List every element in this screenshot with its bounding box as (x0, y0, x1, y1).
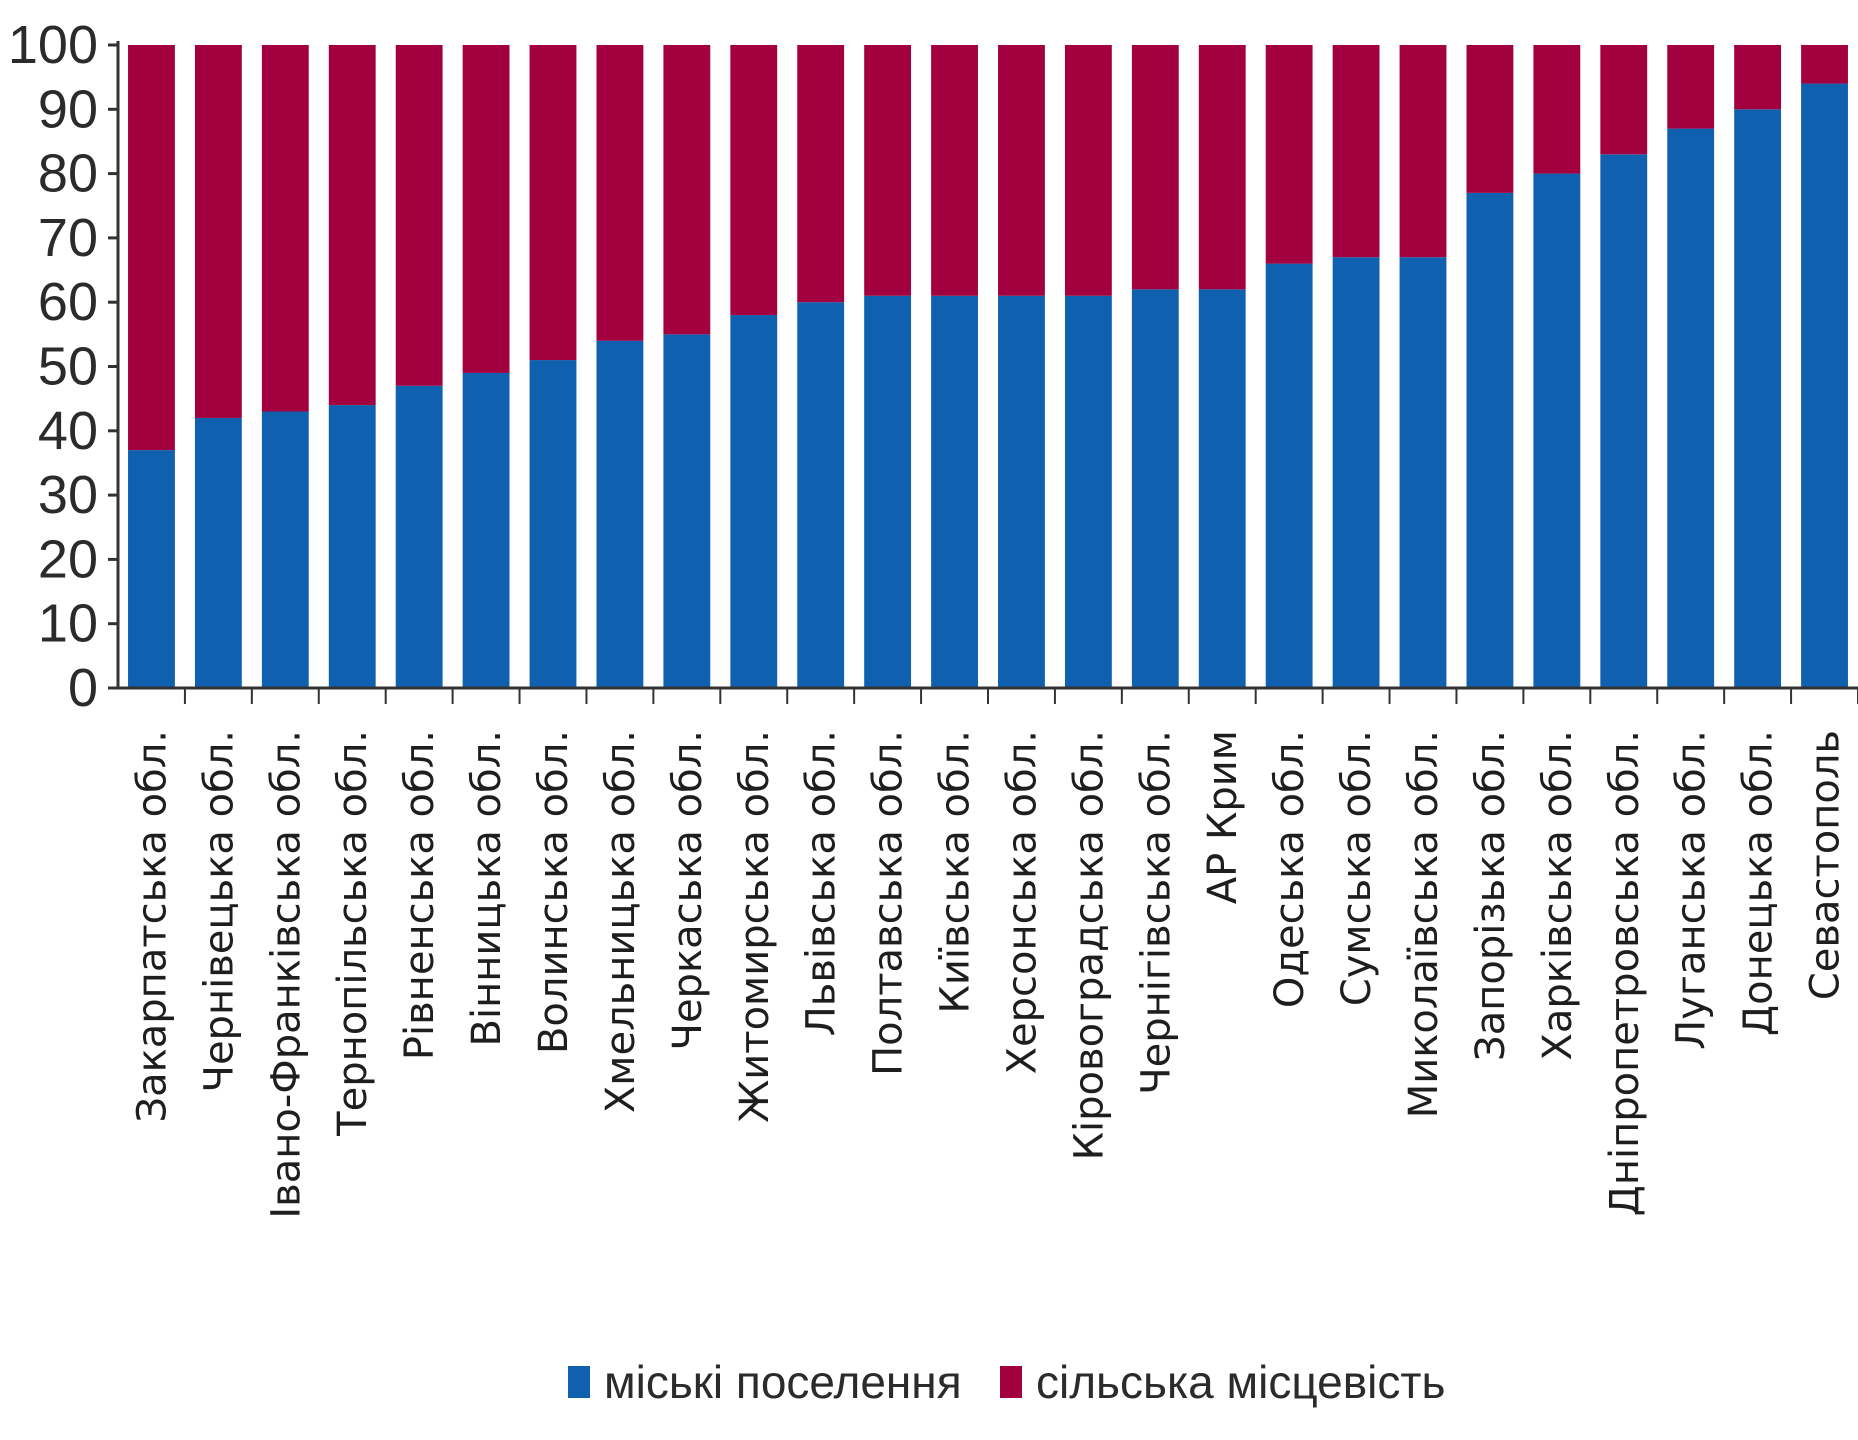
y-tick-label: 20 (38, 529, 98, 589)
x-tick-label: Львівська обл. (799, 730, 845, 1036)
bar-urban-21 (1533, 173, 1581, 689)
x-tick-label: Хмельницька обл. (598, 730, 644, 1113)
bar-rural-18 (1332, 45, 1380, 258)
bar-rural-22 (1600, 45, 1648, 155)
y-tick-label: 50 (38, 337, 98, 397)
bar-urban-9 (730, 315, 778, 688)
bars-layer (128, 45, 1848, 689)
bar-rural-21 (1533, 45, 1581, 174)
y-tick-label: 0 (68, 658, 98, 718)
legend: міські поселення сільська місцевість (568, 1356, 1445, 1408)
bar-urban-16 (1198, 289, 1246, 688)
y-tick-label: 60 (38, 272, 98, 332)
x-tick-label: Волинська обл. (531, 730, 577, 1054)
bar-urban-19 (1399, 257, 1447, 688)
bar-rural-9 (730, 45, 778, 316)
bar-urban-1 (194, 417, 242, 688)
x-tick-label: Луганська обл. (1669, 730, 1715, 1050)
bar-rural-2 (261, 45, 309, 412)
y-tick-label: 90 (38, 79, 98, 139)
legend-rural-label: сільська місцевість (1036, 1356, 1445, 1408)
bar-rural-7 (596, 45, 644, 341)
x-tick-label: Сумська обл. (1334, 730, 1380, 1006)
legend-urban-label: міські поселення (604, 1356, 962, 1408)
bar-rural-10 (797, 45, 845, 303)
x-tick-label: Київська обл. (933, 730, 979, 1013)
x-tick-label: Дніпропетровська обл. (1602, 730, 1648, 1216)
bar-rural-11 (864, 45, 912, 296)
legend-urban-swatch (568, 1366, 590, 1398)
x-tick-label: Херсонська обл. (999, 730, 1045, 1074)
x-tick-label: Одеська обл. (1267, 730, 1313, 1008)
x-tick-label: Вінницька обл. (464, 730, 510, 1046)
bar-urban-12 (931, 295, 978, 688)
y-tick-label: 40 (38, 401, 98, 461)
bar-rural-23 (1667, 45, 1715, 129)
bar-urban-7 (596, 340, 644, 688)
bar-urban-8 (663, 334, 711, 688)
bar-urban-15 (1131, 289, 1179, 688)
bar-urban-11 (864, 295, 912, 688)
x-tick-label: Рівненська обл. (397, 730, 443, 1060)
y-tick-label: 10 (38, 594, 98, 654)
x-tick-label: Донецька обл. (1736, 730, 1782, 1036)
bar-urban-3 (328, 405, 376, 688)
bar-rural-4 (395, 45, 443, 386)
x-tick-label: Полтавська обл. (866, 730, 912, 1076)
bar-rural-8 (663, 45, 711, 335)
bar-rural-16 (1198, 45, 1246, 290)
x-tick-label: Севастополь (1803, 730, 1849, 1000)
bar-rural-17 (1265, 45, 1313, 264)
y-tick-label: 80 (38, 144, 98, 204)
bar-rural-24 (1734, 45, 1782, 110)
bar-urban-23 (1667, 128, 1715, 689)
x-tick-label: Житомирська обл. (732, 730, 778, 1123)
bar-rural-5 (462, 45, 510, 373)
x-tick-label: Чернігівська обл. (1133, 730, 1179, 1095)
bar-rural-25 (1801, 45, 1848, 84)
x-tick-label: Чернівецька обл. (196, 730, 242, 1092)
bar-urban-5 (462, 372, 510, 688)
bar-rural-6 (529, 45, 577, 361)
bar-urban-25 (1801, 83, 1848, 688)
x-tick-label: Івано-Франківська обл. (263, 730, 309, 1219)
bar-rural-3 (328, 45, 376, 406)
bar-rural-15 (1131, 45, 1179, 290)
bar-urban-4 (395, 385, 443, 688)
x-tick-label: Миколаївська обл. (1401, 730, 1447, 1118)
x-tick-label: Кіровоградська обл. (1066, 730, 1112, 1160)
y-tick-label: 30 (38, 465, 98, 525)
x-tick-label: Харківська обл. (1535, 730, 1581, 1061)
x-tick-label: АР Крим (1200, 730, 1246, 904)
bar-urban-13 (998, 295, 1045, 688)
bar-urban-0 (128, 450, 175, 688)
bar-urban-14 (1064, 295, 1112, 688)
bar-urban-18 (1332, 257, 1380, 688)
x-axis: Закарпатська обл. Чернівецька обл. Івано-Ф… (118, 686, 1858, 1219)
bar-urban-24 (1734, 109, 1782, 689)
bar-rural-1 (194, 45, 242, 418)
bar-urban-10 (797, 302, 845, 688)
bar-urban-17 (1265, 263, 1313, 688)
bar-urban-6 (529, 360, 577, 688)
y-tick-label: 70 (38, 208, 98, 268)
bar-urban-2 (261, 411, 309, 688)
bar-rural-14 (1064, 45, 1112, 296)
x-tick-label: Закарпатська обл. (129, 730, 175, 1123)
bar-rural-20 (1466, 45, 1514, 193)
x-tick-label: Черкаська обл. (665, 730, 711, 1050)
bar-rural-0 (128, 45, 175, 451)
legend-rural-swatch (1000, 1366, 1022, 1398)
bar-rural-19 (1399, 45, 1447, 258)
bar-rural-13 (998, 45, 1045, 296)
y-tick-label: 100 (8, 15, 98, 75)
x-tick-label: Запорізька обл. (1468, 730, 1514, 1061)
bar-rural-12 (931, 45, 978, 296)
x-tick-label: Тернопільська обл. (330, 730, 376, 1137)
bar-urban-20 (1466, 192, 1514, 688)
bar-urban-22 (1600, 154, 1648, 688)
